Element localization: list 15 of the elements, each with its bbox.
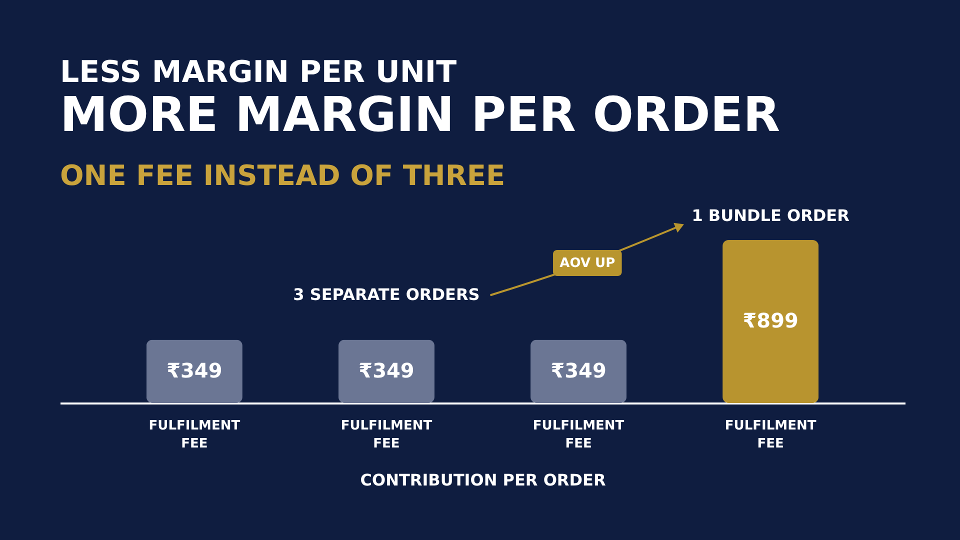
x-tick-label: FULFILMENT FEE [532,418,624,452]
text: 1 BUNDLE ORDER [692,206,850,225]
data-label: ₹349 [550,358,606,382]
text: ONE FEE INSTEAD OF THREE [60,159,506,192]
data-label: ₹899 [742,308,798,332]
data-label: ₹349 [166,358,222,382]
annotation: AOV UP [560,256,616,272]
x-tick-label: FULFILMENT FEE [148,418,240,452]
x-tick-label: FULFILMENT FEE [724,418,816,452]
x-tick-label: FULFILMENT FEE [340,418,432,452]
chart-subtitle: MORE MARGIN PER ORDER [60,87,780,143]
annotation: 3 SEPARATE ORDERS [293,285,480,304]
chart-title: LESS MARGIN PER UNIT [60,55,458,90]
data-label: ₹349 [358,358,414,382]
x-axis-title: CONTRIBUTION PER ORDER [360,470,606,490]
